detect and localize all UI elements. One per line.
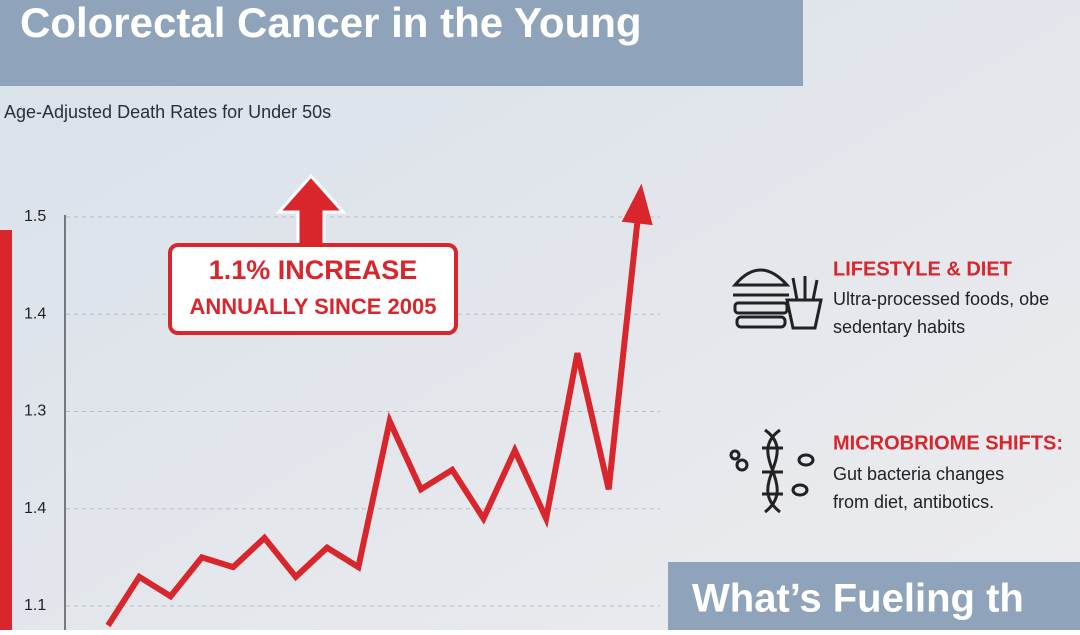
line-arrowhead [621,183,653,226]
factor-text: from diet, antibotics. [833,492,994,512]
factor-heading: MICROBRIOME SHIFTS: [833,432,1063,454]
accent-bar [0,230,12,630]
factor-heading: LIFESTYLE & DIET [833,258,1012,280]
chart-subtitle: Age-Adjusted Death Rates for Under 50s [4,102,331,122]
title: Colorectal Cancer in the Young [20,0,642,46]
plot: 1.5 1.4 1.3 1.4 1.1 [24,183,660,628]
y-tick-label: 1.3 [24,403,46,420]
dna-icon [729,428,815,514]
annotation-line: 1.1% INCREASE [209,255,418,285]
burger-icon [731,268,823,330]
factor-text: sedentary habits [833,317,965,337]
y-tick-label: 1.4 [24,500,46,517]
factor-text: Ultra-processed foods, obe [833,289,1049,309]
title-banner [0,0,803,86]
footer-banner [668,562,1080,630]
annotation-line: ANNUALLY SINCE 2005 [190,294,437,319]
y-tick-label: 1.5 [24,208,46,225]
footer-banner-text: What’s Fueling th [692,577,1024,621]
factor-text: Gut bacteria changes [833,464,1004,484]
annotation-box [168,243,458,335]
y-tick-label: 1.4 [24,305,46,322]
data-line [105,197,643,628]
y-tick-label: 1.1 [24,597,46,614]
